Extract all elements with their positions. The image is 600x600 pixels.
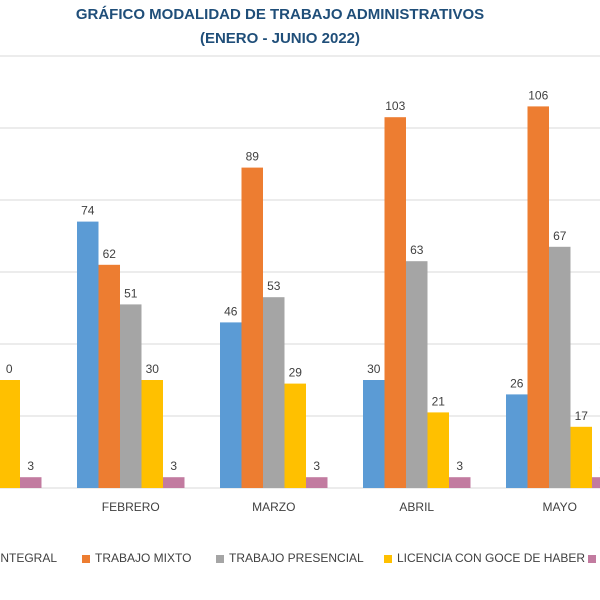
data-label: 3	[313, 459, 320, 473]
data-label: 3	[456, 459, 463, 473]
bar	[527, 106, 549, 489]
bar	[406, 261, 428, 488]
data-label: 30	[146, 362, 160, 376]
data-label: 0	[6, 362, 13, 376]
x-tick-label: FEBRERO	[102, 500, 160, 514]
data-label: 3	[27, 459, 34, 473]
data-label: 17	[575, 409, 589, 423]
bar	[77, 221, 99, 488]
legend-label: INTEGRAL	[0, 551, 58, 565]
data-label: 103	[385, 99, 405, 113]
data-label: 21	[432, 394, 446, 408]
data-label: 3	[170, 459, 177, 473]
bar	[570, 426, 592, 488]
data-label: 51	[124, 286, 138, 300]
legend-label: LICENCIA CON GOCE DE HABER	[397, 551, 586, 565]
bar	[98, 264, 120, 488]
bar	[141, 380, 163, 488]
bar	[449, 477, 471, 488]
bar	[284, 383, 306, 488]
bar	[241, 167, 263, 488]
chart-title: GRÁFICO MODALIDAD DE TRABAJO ADMINISTRAT…	[75, 6, 485, 23]
bar	[592, 477, 600, 488]
data-label: 106	[528, 88, 548, 102]
x-tick-label: ABRIL	[399, 500, 434, 514]
bar	[384, 117, 406, 488]
data-label: 46	[224, 304, 238, 318]
bar	[20, 477, 42, 488]
bar	[363, 380, 385, 488]
bar	[549, 246, 571, 488]
legend-swatch	[216, 555, 224, 563]
bar	[427, 412, 449, 488]
x-tick-label: MAYO	[543, 500, 577, 514]
legend-label: TRABAJO MIXTO	[95, 551, 192, 565]
legend-swatch	[588, 555, 596, 563]
bar	[263, 297, 285, 488]
legend-swatch	[82, 555, 90, 563]
bar	[306, 477, 328, 488]
bar	[506, 394, 528, 488]
data-label: 26	[510, 376, 524, 390]
bar	[220, 322, 242, 488]
chart-subtitle: (ENERO - JUNIO 2022)	[199, 30, 361, 47]
bar	[120, 304, 142, 488]
data-label: 89	[246, 150, 260, 164]
data-label: 62	[103, 247, 117, 261]
data-label: 30	[367, 362, 381, 376]
bar	[0, 380, 20, 488]
data-label: 63	[410, 243, 424, 257]
data-label: 67	[553, 229, 567, 243]
legend-label: TRABAJO PRESENCIAL	[229, 551, 364, 565]
bar	[163, 477, 185, 488]
data-label: 29	[289, 366, 303, 380]
x-tick-label: MARZO	[252, 500, 295, 514]
legend-swatch	[384, 555, 392, 563]
data-label: 53	[267, 279, 281, 293]
data-label: 74	[81, 204, 95, 218]
